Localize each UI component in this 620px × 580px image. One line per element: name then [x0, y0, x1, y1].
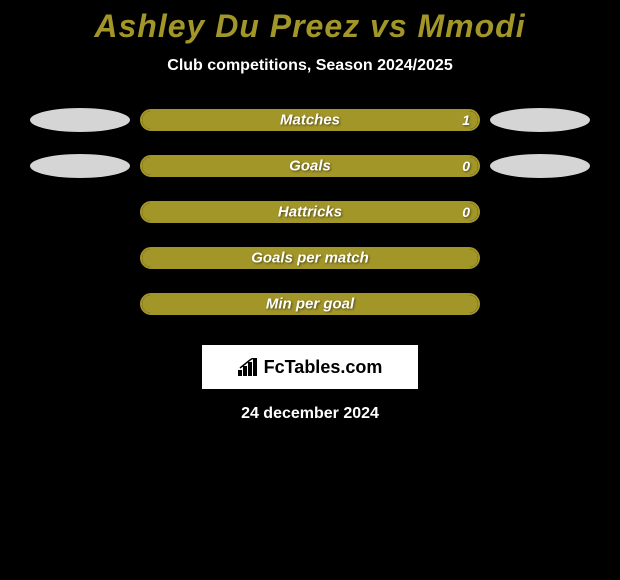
- stat-bar: Hattricks 0: [140, 201, 480, 223]
- stat-bar: Min per goal: [140, 293, 480, 315]
- stat-row: Goals per match: [0, 247, 620, 269]
- stat-row: Goals 0: [0, 155, 620, 177]
- stat-row: Min per goal: [0, 293, 620, 315]
- logo-box: FcTables.com: [202, 345, 418, 389]
- comparison-container: Ashley Du Preez vs Mmodi Club competitio…: [0, 0, 620, 580]
- left-ellipse: [30, 154, 130, 178]
- stat-bar: Matches 1: [140, 109, 480, 131]
- stat-value: 0: [462, 204, 470, 220]
- stat-bar: Goals per match: [140, 247, 480, 269]
- stat-label: Hattricks: [278, 204, 342, 221]
- stats-area: Matches 1 Goals 0 Hattricks 0 Goals per match M…: [0, 109, 620, 339]
- stat-label: Min per goal: [266, 296, 354, 313]
- left-ellipse: [30, 108, 130, 132]
- date-text: 24 december 2024: [241, 405, 379, 423]
- right-ellipse: [490, 154, 590, 178]
- stat-value: 0: [462, 158, 470, 174]
- stat-row: Matches 1: [0, 109, 620, 131]
- right-ellipse: [490, 108, 590, 132]
- logo: FcTables.com: [238, 357, 383, 378]
- stat-label: Goals per match: [251, 250, 369, 267]
- stat-label: Goals: [289, 158, 331, 175]
- stat-row: Hattricks 0: [0, 201, 620, 223]
- chart-icon: [238, 358, 260, 376]
- stat-bar: Goals 0: [140, 155, 480, 177]
- stat-label: Matches: [280, 112, 340, 129]
- stat-value: 1: [462, 112, 470, 128]
- page-title: Ashley Du Preez vs Mmodi: [94, 8, 525, 45]
- subtitle: Club competitions, Season 2024/2025: [167, 57, 452, 75]
- logo-text: FcTables.com: [264, 357, 383, 378]
